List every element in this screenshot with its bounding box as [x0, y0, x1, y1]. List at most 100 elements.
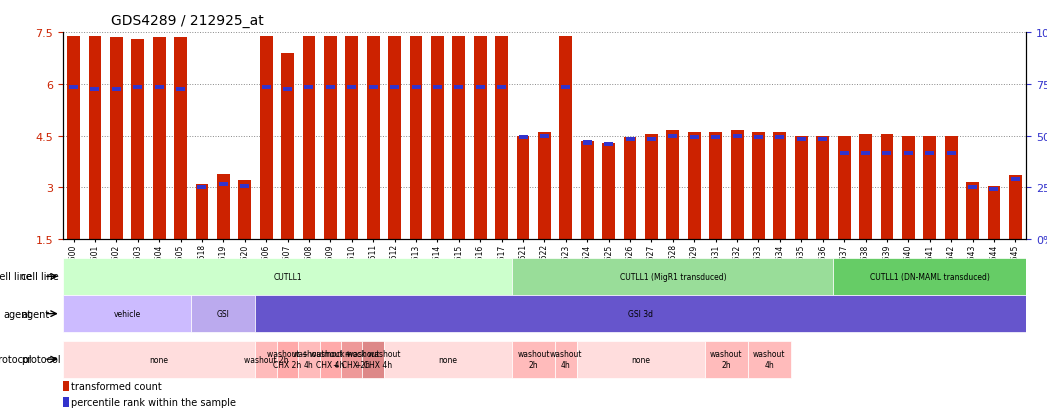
- Bar: [346, 36, 358, 240]
- Text: GSI: GSI: [217, 309, 229, 318]
- Bar: [283, 88, 292, 92]
- Bar: [602, 143, 615, 240]
- Bar: [795, 136, 807, 240]
- FancyBboxPatch shape: [255, 295, 1026, 332]
- Bar: [604, 143, 614, 147]
- Bar: [219, 183, 228, 187]
- Bar: [645, 135, 658, 240]
- Bar: [366, 36, 380, 240]
- Text: GDS4289 / 212925_at: GDS4289 / 212925_at: [111, 14, 264, 28]
- Text: washout
2h: washout 2h: [517, 350, 550, 369]
- Text: washout
4h: washout 4h: [550, 350, 582, 369]
- Text: CUTLL1 (DN-MAML transduced): CUTLL1 (DN-MAML transduced): [870, 272, 989, 281]
- Bar: [818, 138, 827, 142]
- Bar: [625, 138, 634, 142]
- FancyBboxPatch shape: [512, 258, 833, 295]
- Text: protocol: protocol: [21, 354, 61, 364]
- Bar: [369, 86, 378, 90]
- Text: protocol: protocol: [0, 354, 31, 364]
- Bar: [731, 131, 743, 240]
- Bar: [67, 36, 80, 240]
- Bar: [474, 36, 487, 240]
- Text: cell line: cell line: [21, 272, 59, 282]
- Bar: [561, 86, 571, 90]
- Text: mock washout
+ CHX 2h: mock washout + CHX 2h: [324, 350, 380, 369]
- FancyBboxPatch shape: [255, 341, 276, 378]
- Bar: [668, 134, 677, 138]
- Bar: [324, 36, 337, 240]
- Bar: [260, 36, 272, 240]
- Bar: [348, 86, 356, 90]
- Text: cell line: cell line: [0, 272, 31, 282]
- Text: agent: agent: [3, 309, 31, 319]
- Text: washout +
CHX 4h: washout + CHX 4h: [310, 350, 351, 369]
- Bar: [431, 36, 444, 240]
- Text: washout
4h: washout 4h: [293, 350, 326, 369]
- Text: agent: agent: [21, 309, 49, 319]
- Bar: [131, 40, 144, 240]
- Bar: [326, 86, 335, 90]
- Bar: [861, 152, 870, 156]
- Bar: [690, 136, 698, 140]
- Text: washout 2h: washout 2h: [244, 355, 288, 364]
- Bar: [153, 38, 165, 240]
- Text: CUTLL1: CUTLL1: [273, 272, 302, 281]
- Bar: [776, 136, 784, 140]
- Bar: [797, 138, 806, 142]
- Bar: [391, 86, 399, 90]
- Bar: [559, 36, 573, 240]
- Bar: [411, 86, 421, 90]
- Bar: [711, 136, 720, 140]
- Bar: [754, 136, 763, 140]
- Bar: [904, 152, 913, 156]
- Bar: [944, 136, 958, 240]
- Bar: [840, 152, 849, 156]
- Bar: [155, 86, 163, 90]
- Bar: [688, 133, 700, 240]
- FancyBboxPatch shape: [362, 341, 384, 378]
- Bar: [838, 136, 850, 240]
- Bar: [946, 152, 956, 156]
- Bar: [89, 36, 102, 240]
- Bar: [860, 135, 872, 240]
- Bar: [966, 183, 979, 240]
- Bar: [240, 184, 249, 188]
- FancyBboxPatch shape: [319, 341, 341, 378]
- Bar: [239, 181, 251, 240]
- Bar: [282, 54, 294, 240]
- Bar: [926, 152, 934, 156]
- Bar: [495, 36, 508, 240]
- Text: vehicle: vehicle: [113, 309, 140, 318]
- Bar: [452, 36, 465, 240]
- Bar: [709, 133, 722, 240]
- Text: percentile rank within the sample: percentile rank within the sample: [70, 397, 236, 407]
- Text: mock washout
+ CHX 4h: mock washout + CHX 4h: [346, 350, 401, 369]
- Bar: [901, 136, 915, 240]
- Bar: [217, 174, 229, 240]
- Bar: [1009, 176, 1022, 240]
- FancyBboxPatch shape: [63, 258, 512, 295]
- Bar: [69, 86, 79, 90]
- FancyBboxPatch shape: [384, 341, 512, 378]
- Bar: [968, 186, 977, 190]
- Bar: [733, 134, 741, 138]
- FancyBboxPatch shape: [276, 341, 298, 378]
- Bar: [262, 86, 271, 90]
- FancyBboxPatch shape: [833, 258, 1026, 295]
- Text: washout
4h: washout 4h: [753, 350, 785, 369]
- FancyBboxPatch shape: [512, 341, 555, 378]
- Bar: [647, 138, 656, 142]
- Bar: [497, 86, 506, 90]
- Bar: [540, 134, 549, 138]
- Bar: [583, 141, 592, 145]
- FancyBboxPatch shape: [341, 341, 362, 378]
- Bar: [624, 138, 637, 240]
- FancyBboxPatch shape: [577, 341, 705, 378]
- Bar: [923, 136, 936, 240]
- Bar: [538, 133, 551, 240]
- FancyBboxPatch shape: [192, 295, 255, 332]
- Text: none: none: [439, 355, 458, 364]
- Text: none: none: [150, 355, 169, 364]
- Bar: [63, 397, 69, 407]
- Bar: [516, 136, 530, 240]
